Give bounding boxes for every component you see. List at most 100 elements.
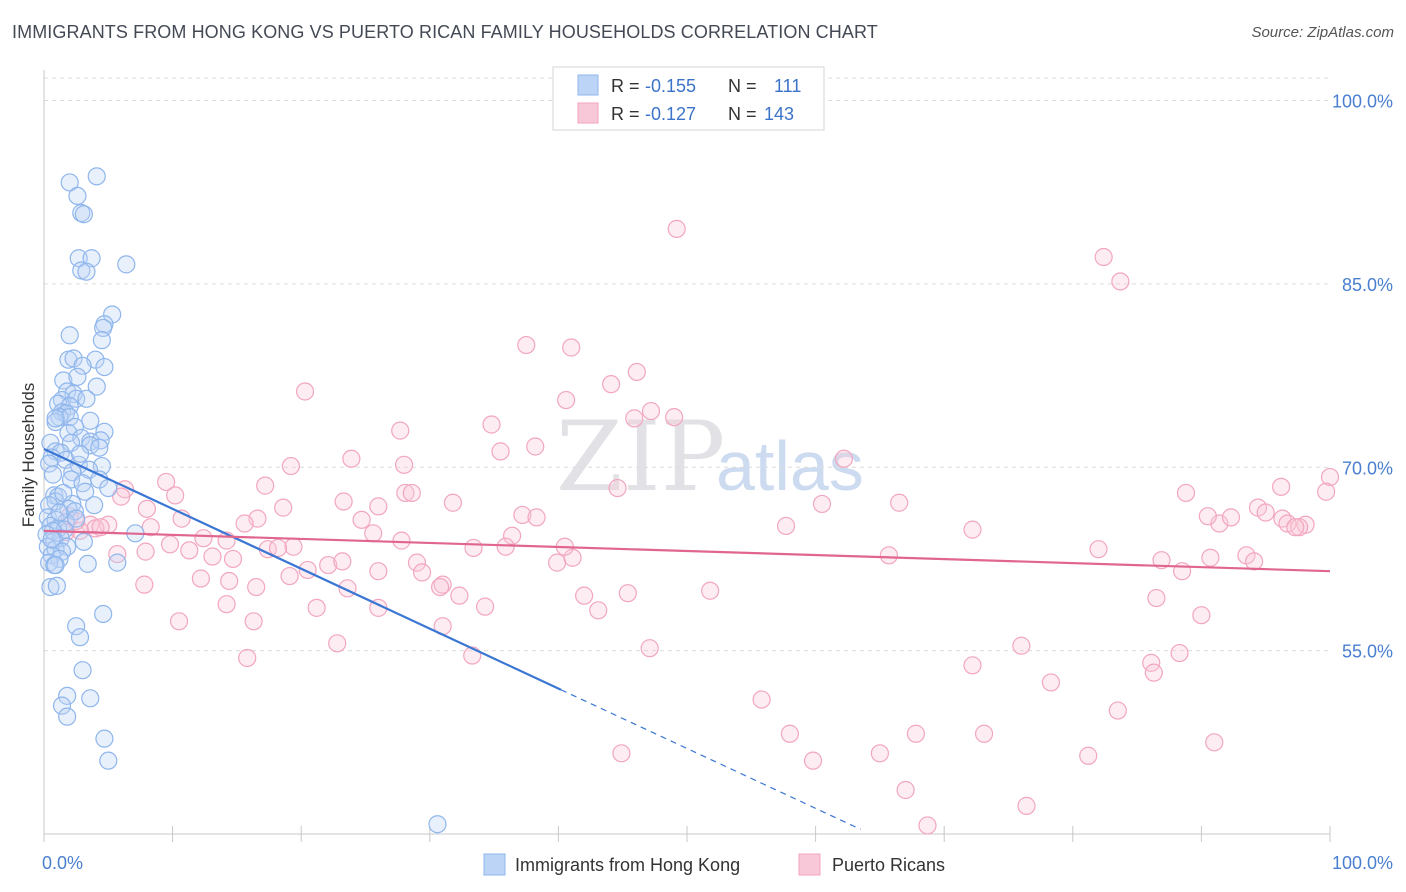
data-point — [896, 780, 915, 800]
data-point — [974, 724, 994, 743]
data-point — [81, 411, 100, 430]
data-point — [70, 628, 90, 647]
data-point — [443, 493, 463, 512]
legend-n-label-2: N = — [728, 104, 757, 124]
data-point — [1192, 606, 1211, 625]
data-point — [548, 553, 567, 572]
bottom-legend-swatch-puerto-ricans — [798, 853, 821, 876]
data-point — [73, 356, 92, 375]
data-point — [812, 494, 832, 514]
bottom-legend-label-puerto-ricans: Puerto Ricans — [832, 855, 945, 875]
source-credit: Source: ZipAtlas.com — [1251, 24, 1394, 41]
data-point — [141, 518, 160, 537]
data-point — [268, 538, 288, 558]
trend-line-puerto-ricans — [43, 529, 1331, 573]
data-point — [428, 815, 447, 834]
axes — [43, 70, 1331, 842]
data-point — [92, 331, 111, 350]
data-point — [667, 219, 686, 239]
data-point — [665, 408, 684, 427]
data-point — [834, 449, 853, 468]
data-point — [74, 205, 93, 224]
data-point — [407, 553, 427, 572]
data-point — [112, 487, 131, 506]
data-point — [776, 516, 796, 536]
data-point — [54, 371, 73, 390]
data-point — [1170, 643, 1189, 663]
data-point — [450, 586, 469, 605]
bottom-legend-swatch-hong-kong — [483, 853, 506, 876]
data-point — [117, 255, 136, 274]
data-point — [1221, 508, 1241, 527]
data-point — [87, 377, 106, 396]
data-point — [1256, 503, 1275, 522]
data-point — [135, 575, 154, 594]
data-point — [67, 617, 86, 636]
data-point — [40, 454, 59, 473]
data-point — [608, 478, 627, 498]
data-point — [78, 554, 97, 573]
data-point — [526, 437, 545, 456]
data-point — [70, 444, 90, 463]
data-point — [1201, 548, 1220, 567]
data-point — [85, 496, 104, 515]
data-point — [369, 562, 388, 581]
data-point — [281, 456, 301, 476]
data-point — [280, 566, 299, 586]
data-point — [879, 546, 899, 565]
data-point — [342, 449, 361, 468]
data-point — [402, 483, 421, 503]
trend-line-hong-kong-extension — [560, 689, 861, 830]
data-point — [391, 421, 410, 440]
data-point — [513, 505, 532, 525]
data-point — [1144, 663, 1163, 682]
data-point — [396, 483, 415, 503]
bottom-legend-label-hong-kong: Immigrants from Hong Kong — [515, 855, 740, 875]
data-point — [527, 508, 546, 527]
data-point — [1245, 552, 1264, 571]
data-point — [464, 538, 483, 558]
data-point — [58, 686, 77, 705]
data-point — [328, 634, 347, 653]
data-point — [1198, 507, 1217, 526]
data-point — [625, 409, 644, 428]
data-point — [223, 549, 243, 569]
data-point — [103, 305, 122, 324]
data-point — [256, 476, 275, 495]
data-point — [1111, 272, 1130, 291]
data-point — [191, 569, 210, 588]
data-point — [54, 483, 73, 503]
data-point — [392, 531, 411, 550]
data-point — [701, 581, 720, 600]
data-point — [364, 524, 383, 543]
bottom-legend: Immigrants from Hong Kong Puerto Ricans — [483, 853, 945, 876]
data-point — [274, 498, 293, 517]
data-point — [58, 707, 77, 726]
data-point — [157, 472, 176, 492]
data-point — [618, 584, 637, 603]
data-point — [136, 542, 155, 561]
legend-n-value-2: 143 — [764, 104, 794, 124]
x-tick-label-min: 0.0% — [42, 853, 83, 873]
data-point — [60, 173, 79, 192]
data-point — [890, 493, 909, 512]
data-point — [1041, 673, 1061, 692]
data-point — [963, 520, 982, 539]
data-point — [108, 553, 127, 572]
data-point — [352, 510, 371, 529]
data-point — [43, 465, 63, 484]
data-point — [1017, 796, 1036, 815]
data-point — [203, 547, 222, 566]
data-point — [77, 262, 96, 281]
data-point — [46, 409, 65, 428]
data-point — [641, 401, 661, 421]
data-point — [90, 438, 109, 457]
data-point — [918, 816, 937, 835]
data-point — [68, 186, 87, 206]
data-point — [284, 537, 303, 556]
data-point — [1176, 483, 1196, 503]
data-point — [194, 529, 213, 548]
watermark-zip: ZIP — [556, 401, 725, 513]
data-point — [491, 442, 510, 461]
data-point — [1079, 746, 1098, 765]
